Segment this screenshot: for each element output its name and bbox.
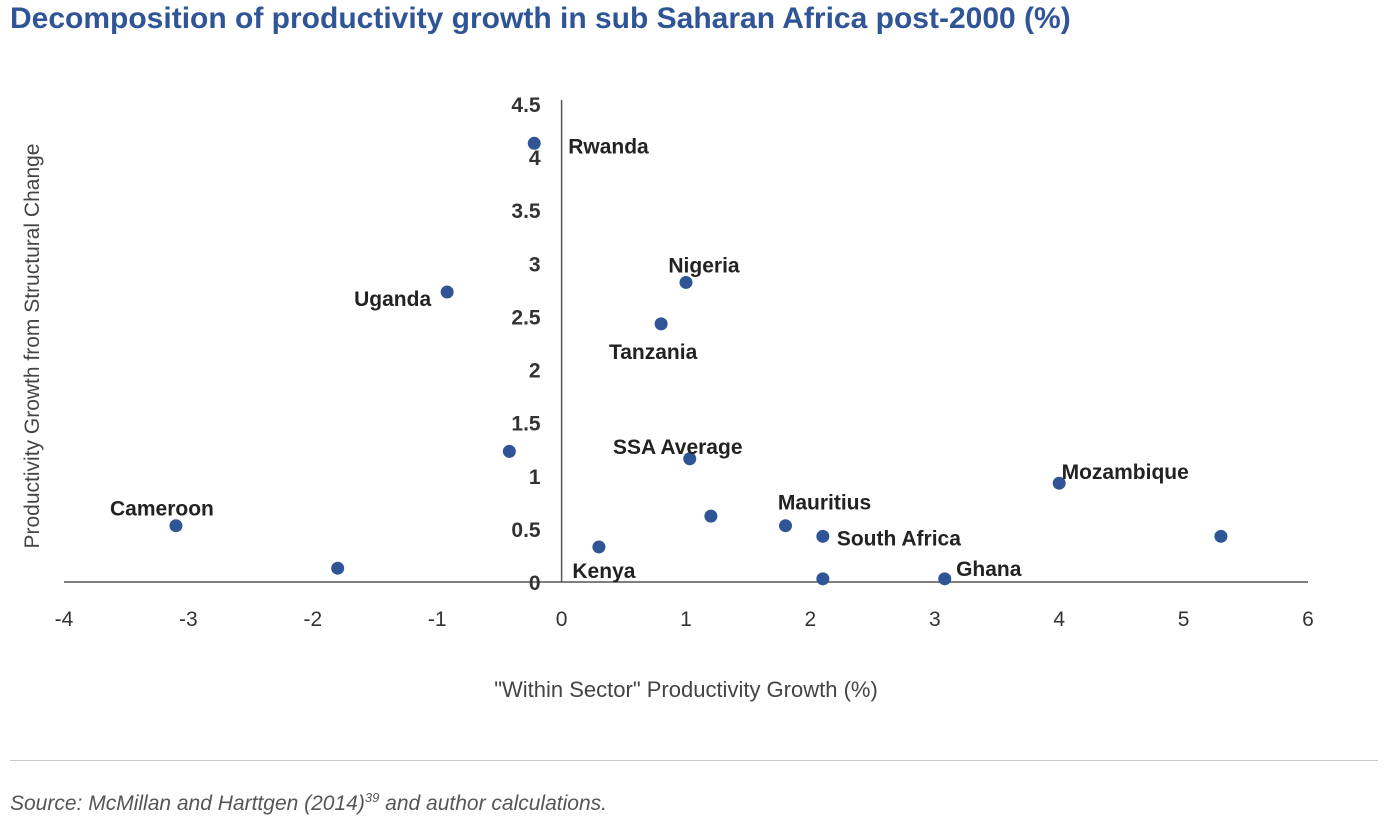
y-tick-label: 1	[529, 466, 541, 489]
x-tick-label: 2	[805, 608, 817, 631]
point-labels: Rwanda Nigeria Uganda Tanzania SSA Average Mo…	[110, 135, 1189, 583]
point-unlabeled	[704, 509, 718, 523]
point-kenya	[592, 540, 606, 554]
x-tick-label: 4	[1053, 608, 1065, 631]
scatter-chart: -4 -3 -2 -1 0 1 2 3 4 5 6 0 0.5 1 1.5 2 2.5 3 3.5 4 4.5 Rwan…	[21, 94, 1314, 702]
tick-labels: -4 -3 -2 -1 0 1 2 3 4 5 6 0 0.5 1 1.5 2 2.5 3 3.5 4 4.5	[55, 94, 1314, 631]
chart-title: Decomposition of productivity growth in …	[10, 2, 1071, 35]
y-tick-label: 2	[529, 360, 541, 383]
point-label-ghana: Ghana	[956, 558, 1022, 581]
point-unlabeled	[1214, 529, 1228, 543]
point-south-africa	[816, 529, 830, 543]
point-label-tanzania: Tanzania	[609, 341, 698, 364]
x-tick-label: -2	[303, 608, 322, 631]
point-ghana	[938, 572, 952, 586]
point-label-cameroon: Cameroon	[110, 498, 214, 521]
y-tick-label: 1.5	[511, 413, 541, 436]
x-tick-label: 5	[1178, 608, 1190, 631]
source-superscript: 39	[364, 790, 380, 805]
point-unlabeled	[331, 561, 345, 575]
point-label-uganda: Uganda	[354, 288, 431, 311]
point-label-rwanda: Rwanda	[568, 135, 649, 158]
point-tanzania	[654, 317, 668, 331]
divider	[10, 760, 1378, 761]
y-tick-label: 4	[529, 147, 541, 170]
x-tick-label: 0	[556, 608, 568, 631]
point-label-south-africa: South Africa	[837, 527, 961, 550]
axes	[64, 100, 1308, 583]
point-mozambique	[1052, 476, 1066, 490]
point-label-kenya: Kenya	[572, 560, 635, 583]
y-tick-label: 3.5	[511, 200, 541, 223]
point-label-mozambique: Mozambique	[1062, 461, 1189, 484]
data-points	[169, 136, 1228, 586]
point-unlabeled	[816, 572, 830, 586]
point-unlabeled	[502, 444, 516, 458]
x-tick-label: 3	[929, 608, 941, 631]
y-axis-label: Productivity Growth from Structural Chan…	[21, 144, 44, 549]
source-suffix: and author calculations.	[379, 792, 607, 815]
y-tick-label: 0.5	[511, 519, 541, 542]
x-tick-label: 6	[1302, 608, 1314, 631]
point-rwanda	[527, 136, 541, 150]
y-tick-label: 0	[529, 572, 541, 595]
point-label-mauritius: Mauritius	[778, 492, 871, 515]
source-text: Source: McMillan and Harttgen (2014)	[10, 792, 365, 815]
y-tick-label: 4.5	[511, 94, 541, 117]
y-tick-label: 2.5	[511, 306, 541, 329]
point-uganda	[440, 285, 454, 299]
x-axis-label: "Within Sector" Productivity Growth (%)	[494, 677, 878, 702]
point-ssa-average	[683, 452, 697, 466]
x-tick-label: 1	[680, 608, 692, 631]
point-mauritius	[779, 519, 793, 533]
point-nigeria	[679, 275, 693, 289]
source-note: Source: McMillan and Harttgen (2014)39 a…	[10, 790, 607, 816]
x-tick-label: -1	[428, 608, 447, 631]
x-tick-label: -4	[55, 608, 74, 631]
point-label-nigeria: Nigeria	[668, 254, 740, 277]
point-label-ssa-average: SSA Average	[613, 436, 743, 459]
point-cameroon	[169, 519, 183, 533]
y-tick-label: 3	[529, 253, 541, 276]
x-tick-label: -3	[179, 608, 198, 631]
